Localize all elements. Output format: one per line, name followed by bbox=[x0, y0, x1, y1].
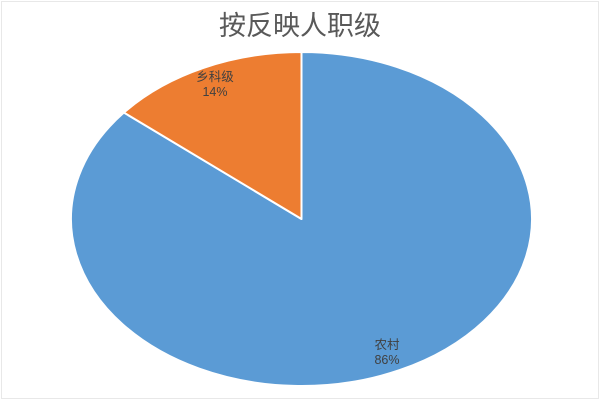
svg-text:农村86%: 农村 86% bbox=[374, 338, 400, 367]
